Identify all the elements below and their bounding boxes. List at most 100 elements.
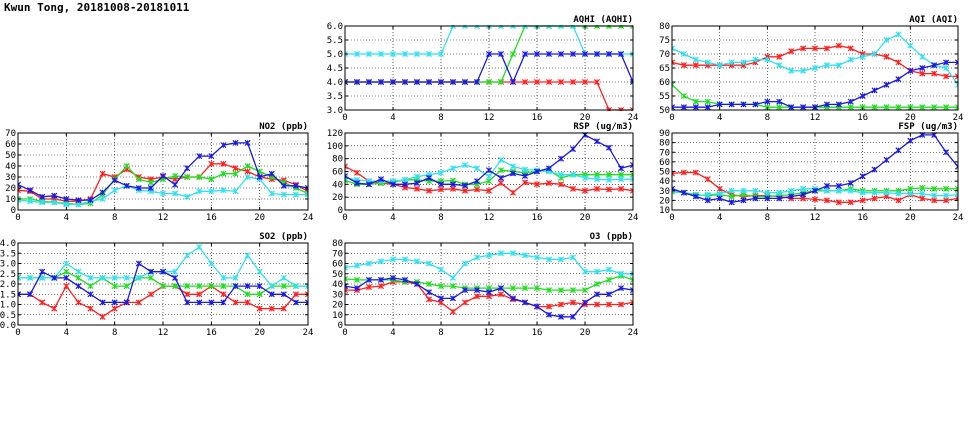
data-point-blue: [280, 291, 287, 298]
data-point-red: [919, 70, 926, 77]
data-point-blue: [425, 289, 433, 296]
data-point-cyan: [63, 260, 70, 267]
data-point-blue: [437, 295, 445, 302]
data-point-blue: [581, 299, 589, 306]
data-point-cyan: [232, 274, 239, 281]
data-point-blue: [740, 197, 747, 204]
series-group-no2: [18, 139, 308, 208]
data-point-green: [75, 274, 82, 281]
data-point-blue: [593, 50, 601, 58]
data-point-green: [680, 92, 687, 100]
x-tick-label: 16: [206, 328, 217, 338]
data-point-cyan: [692, 56, 699, 63]
data-point-cyan: [377, 258, 385, 265]
data-point-red: [87, 305, 94, 312]
data-point-blue: [51, 274, 58, 281]
data-point-blue: [617, 285, 625, 292]
data-point-cyan: [943, 192, 950, 199]
data-point-blue: [883, 81, 890, 88]
data-point-blue: [545, 165, 553, 172]
data-point-cyan: [919, 53, 926, 60]
data-point-cyan: [159, 190, 167, 197]
data-point-cyan: [859, 53, 866, 60]
data-point-red: [377, 283, 385, 290]
data-point-cyan: [437, 266, 445, 273]
data-point-cyan: [871, 189, 878, 196]
data-point-green: [147, 179, 154, 186]
y-tick-label: 30: [659, 187, 670, 197]
data-point-cyan: [764, 56, 771, 63]
data-point-blue: [208, 299, 215, 306]
data-point-green: [485, 178, 493, 185]
y-tick-label: 80: [659, 22, 670, 32]
data-point-red: [99, 170, 106, 177]
data-point-cyan: [605, 176, 613, 183]
data-point-cyan: [811, 64, 819, 72]
data-point-blue: [605, 291, 613, 298]
data-point-red: [75, 299, 82, 306]
data-point-blue: [401, 181, 409, 188]
data-point-cyan: [509, 163, 517, 170]
data-point-cyan: [752, 56, 759, 63]
data-point-red: [244, 168, 251, 175]
data-point-blue: [485, 167, 493, 174]
x-tick-label: 12: [158, 213, 169, 223]
data-point-blue: [605, 144, 613, 151]
data-point-cyan: [75, 268, 82, 275]
data-point-green: [907, 185, 914, 192]
data-point-red: [680, 169, 687, 176]
data-point-blue: [345, 78, 349, 86]
data-point-blue: [919, 64, 926, 72]
y-tick-label: 10: [5, 195, 16, 205]
data-point-blue: [871, 166, 878, 173]
data-point-green: [497, 167, 505, 174]
data-point-cyan: [389, 256, 397, 263]
data-point-blue: [232, 139, 239, 146]
x-tick-label: 4: [390, 328, 395, 338]
data-point-red: [292, 291, 299, 298]
y-tick-label: 3.0: [0, 260, 16, 270]
data-point-blue: [680, 104, 687, 111]
data-point-red: [437, 186, 445, 193]
x-tick-label: 4: [64, 213, 69, 223]
data-point-blue: [51, 192, 58, 199]
y-tick-label: 40: [332, 180, 343, 190]
data-point-red: [449, 185, 457, 192]
data-point-green: [172, 172, 179, 179]
data-point-cyan: [704, 191, 711, 198]
x-tick-label: 20: [254, 213, 265, 223]
data-point-red: [569, 185, 577, 192]
y-tick-label: 50: [5, 151, 16, 161]
data-point-cyan: [895, 31, 902, 38]
data-point-cyan: [716, 62, 723, 69]
chart-aqhi: 0 4 8 12 16 20 24 3.0 3.5 4.0 4.5 5.0 5.5 6.0 AQHI (AQ…: [327, 15, 639, 123]
data-point-cyan: [232, 188, 239, 195]
data-point-cyan: [800, 67, 807, 74]
data-point-cyan: [413, 173, 421, 180]
chart-title: RSP (ug/m3): [573, 122, 633, 132]
data-point-cyan: [835, 62, 842, 69]
data-point-cyan: [220, 187, 227, 194]
data-point-red: [135, 299, 142, 306]
data-point-cyan: [593, 176, 601, 183]
y-tick-label: 2.0: [0, 280, 16, 290]
data-point-blue: [509, 295, 517, 302]
data-point-blue: [196, 299, 203, 306]
x-tick-label: 12: [158, 328, 169, 338]
data-point-red: [800, 45, 807, 52]
data-point-blue: [788, 104, 795, 111]
data-point-blue: [18, 291, 22, 298]
data-point-blue: [823, 101, 830, 108]
data-point-blue: [545, 311, 553, 318]
data-point-cyan: [27, 274, 34, 281]
y-tick-label: 65: [659, 64, 670, 74]
data-point-blue: [123, 299, 130, 306]
data-point-cyan: [895, 190, 902, 197]
data-point-cyan: [509, 250, 517, 257]
data-point-blue: [27, 291, 34, 298]
y-tick-label: 40: [5, 162, 16, 172]
data-point-green: [220, 283, 227, 290]
data-point-cyan: [672, 45, 676, 52]
data-point-blue: [557, 50, 565, 58]
